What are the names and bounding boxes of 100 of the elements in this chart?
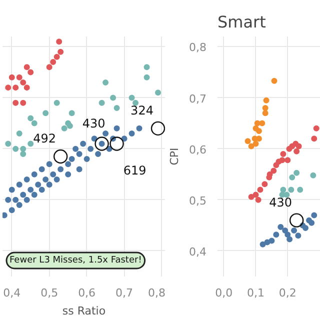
point <box>102 130 109 137</box>
point <box>128 130 135 137</box>
x-tick-label: 0,1 <box>247 286 265 300</box>
point <box>54 176 60 182</box>
point <box>114 125 120 132</box>
point <box>110 94 116 101</box>
point <box>311 136 318 142</box>
point <box>276 158 282 165</box>
point <box>270 168 277 174</box>
point <box>8 207 15 214</box>
point <box>35 182 42 188</box>
point <box>42 110 49 116</box>
point <box>294 148 300 154</box>
point <box>8 74 15 80</box>
x-tick-label: 0,6 <box>78 286 96 300</box>
point <box>46 64 52 70</box>
annotation: 324 <box>130 103 154 118</box>
point <box>68 110 75 116</box>
point <box>58 166 64 172</box>
annotation: 619 <box>123 164 146 178</box>
point <box>286 146 292 152</box>
point <box>255 196 262 203</box>
point <box>65 161 72 168</box>
point <box>5 196 12 203</box>
point <box>291 228 298 234</box>
annotation: 430 <box>269 195 292 210</box>
point <box>61 125 68 132</box>
x-tick-label: 0,0 <box>215 286 233 300</box>
annotation: 492 <box>33 132 56 146</box>
point <box>80 140 86 147</box>
x-tick-label: 0,2 <box>278 286 296 300</box>
point <box>295 232 302 239</box>
point <box>155 90 162 96</box>
annotation: Fewer L3 Misses, 1.5x Faster! <box>10 256 142 266</box>
point <box>31 192 38 198</box>
point <box>132 100 139 106</box>
point <box>24 196 30 203</box>
point <box>262 110 268 116</box>
point <box>28 186 34 193</box>
point <box>308 220 315 226</box>
point <box>16 202 22 208</box>
point <box>257 186 264 193</box>
point <box>42 176 49 182</box>
point <box>12 146 19 152</box>
point <box>16 74 22 80</box>
point <box>58 48 64 55</box>
point <box>280 150 286 157</box>
point <box>278 224 284 230</box>
point <box>8 186 15 193</box>
x-tick-label: 0,4 <box>3 286 21 300</box>
point <box>31 171 38 178</box>
point <box>296 143 302 150</box>
point <box>262 181 268 188</box>
point <box>288 186 294 193</box>
point <box>12 84 19 91</box>
point <box>5 140 12 147</box>
point <box>54 100 60 106</box>
point <box>268 238 275 244</box>
point <box>102 79 109 86</box>
point <box>98 100 105 106</box>
point <box>248 194 254 200</box>
y-tick-label: 0,5 <box>189 194 207 208</box>
point <box>248 143 254 150</box>
point <box>38 166 45 172</box>
point <box>20 146 26 152</box>
point <box>144 64 150 70</box>
point <box>128 94 135 101</box>
point <box>24 84 30 91</box>
y-tick-label: 0,6 <box>189 143 207 156</box>
point <box>136 125 142 132</box>
point <box>28 140 34 147</box>
point <box>20 192 26 198</box>
point <box>16 182 22 188</box>
point <box>76 150 82 157</box>
point <box>280 186 286 193</box>
point <box>2 212 8 218</box>
point <box>46 182 52 188</box>
point <box>302 224 309 231</box>
point <box>16 130 22 137</box>
point <box>56 38 62 45</box>
point <box>271 78 278 84</box>
point <box>263 97 270 104</box>
point <box>121 136 128 142</box>
point <box>24 176 30 182</box>
annotation: 430 <box>82 116 106 131</box>
point <box>12 100 19 106</box>
point <box>91 136 98 142</box>
point <box>95 150 102 157</box>
point <box>260 241 266 248</box>
point <box>289 174 296 180</box>
point <box>252 140 259 147</box>
point <box>252 192 259 198</box>
point <box>244 138 251 144</box>
point <box>20 79 26 86</box>
x-tick-label: 0,8 <box>148 286 166 300</box>
point <box>54 54 60 60</box>
point <box>68 156 75 162</box>
point <box>66 122 73 129</box>
point <box>20 100 26 106</box>
x-tick-label: 0,5 <box>40 286 58 300</box>
